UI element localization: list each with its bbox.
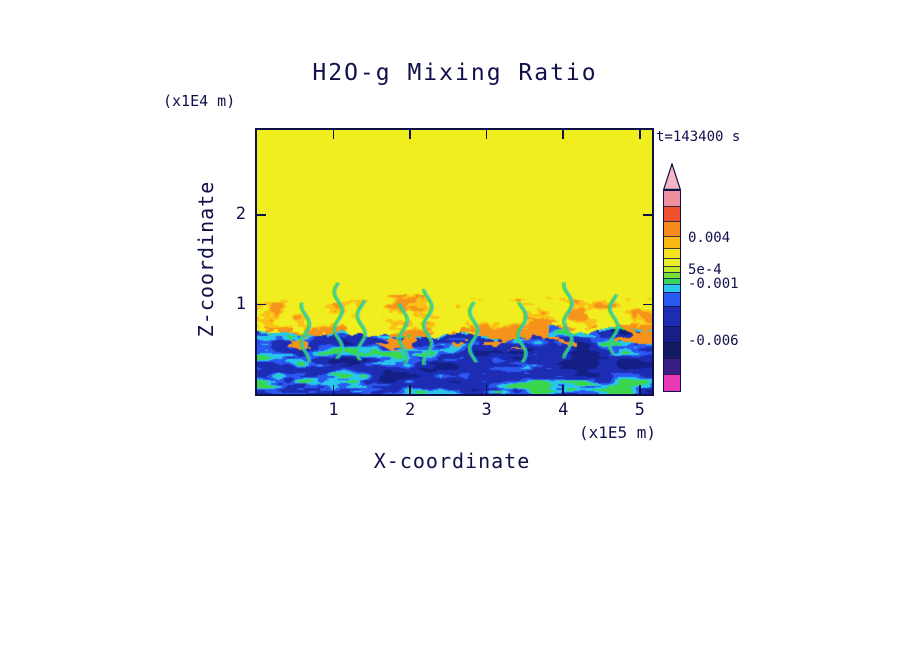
x-tick-label: 3 <box>481 400 492 420</box>
colorbar-segment <box>664 236 680 248</box>
colorbar-segment <box>664 374 680 391</box>
x-tick-mark <box>485 130 488 139</box>
y-tick-mark <box>257 214 266 216</box>
heatmap-canvas <box>257 130 652 394</box>
x-tick-mark <box>639 385 641 394</box>
x-tick-label: 5 <box>634 400 645 420</box>
x-tick-mark <box>332 130 335 139</box>
colorbar-segment <box>664 306 680 326</box>
x-tick-label: 2 <box>404 400 416 420</box>
colorbar-label: -0.001 <box>688 276 739 292</box>
x-tick-mark <box>332 385 335 394</box>
x-axis-title: X-coordinate <box>373 449 531 473</box>
colorbar-segment <box>664 191 680 206</box>
x-tick-mark <box>639 130 641 139</box>
colorbar: 0.004 5e-4 -0.001 -0.006 <box>663 163 763 397</box>
timestamp-label: t=143400 s <box>656 129 741 145</box>
x-tick-mark <box>562 385 564 394</box>
colorbar-segment <box>664 272 680 278</box>
plot-frame <box>255 128 654 396</box>
colorbar-segment <box>664 266 680 272</box>
y-tick-label: 1 <box>235 293 246 314</box>
colorbar-segment <box>664 358 680 374</box>
y-tick-mark <box>643 214 652 216</box>
colorbar-segment <box>664 342 680 358</box>
y-tick-label: 2 <box>235 204 246 225</box>
x-tick-mark <box>485 385 488 394</box>
colorbar-label: 5e-4 <box>688 262 722 278</box>
colorbar-segment <box>664 258 680 266</box>
colorbar-segment <box>664 248 680 258</box>
x-tick-mark <box>562 130 564 139</box>
y-axis-title: Z-coordinate <box>194 180 218 338</box>
x-tick-label: 1 <box>328 400 339 420</box>
colorbar-segment <box>664 221 680 236</box>
colorbar-segment <box>664 326 680 342</box>
colorbar-segment <box>664 284 680 292</box>
y-tick-mark <box>257 303 266 306</box>
colorbar-arrow-tip-icon <box>663 163 681 190</box>
colorbar-label: -0.006 <box>688 333 739 349</box>
colorbar-segment <box>664 278 680 284</box>
y-axis-unit-label: (x1E4 m) <box>163 92 236 110</box>
x-tick-label: 4 <box>558 400 569 420</box>
x-tick-mark <box>409 130 411 139</box>
plot-title: H2O-g Mixing Ratio <box>312 60 598 86</box>
x-tick-mark <box>409 385 411 394</box>
colorbar-label: 0.004 <box>688 230 731 246</box>
x-axis-unit-label: (x1E5 m) <box>578 423 656 442</box>
colorbar-segment <box>664 292 680 306</box>
colorbar-scale <box>663 190 681 392</box>
colorbar-labels: 0.004 5e-4 -0.001 -0.006 <box>688 163 760 397</box>
colorbar-segment <box>664 206 680 221</box>
y-tick-mark <box>643 303 652 306</box>
